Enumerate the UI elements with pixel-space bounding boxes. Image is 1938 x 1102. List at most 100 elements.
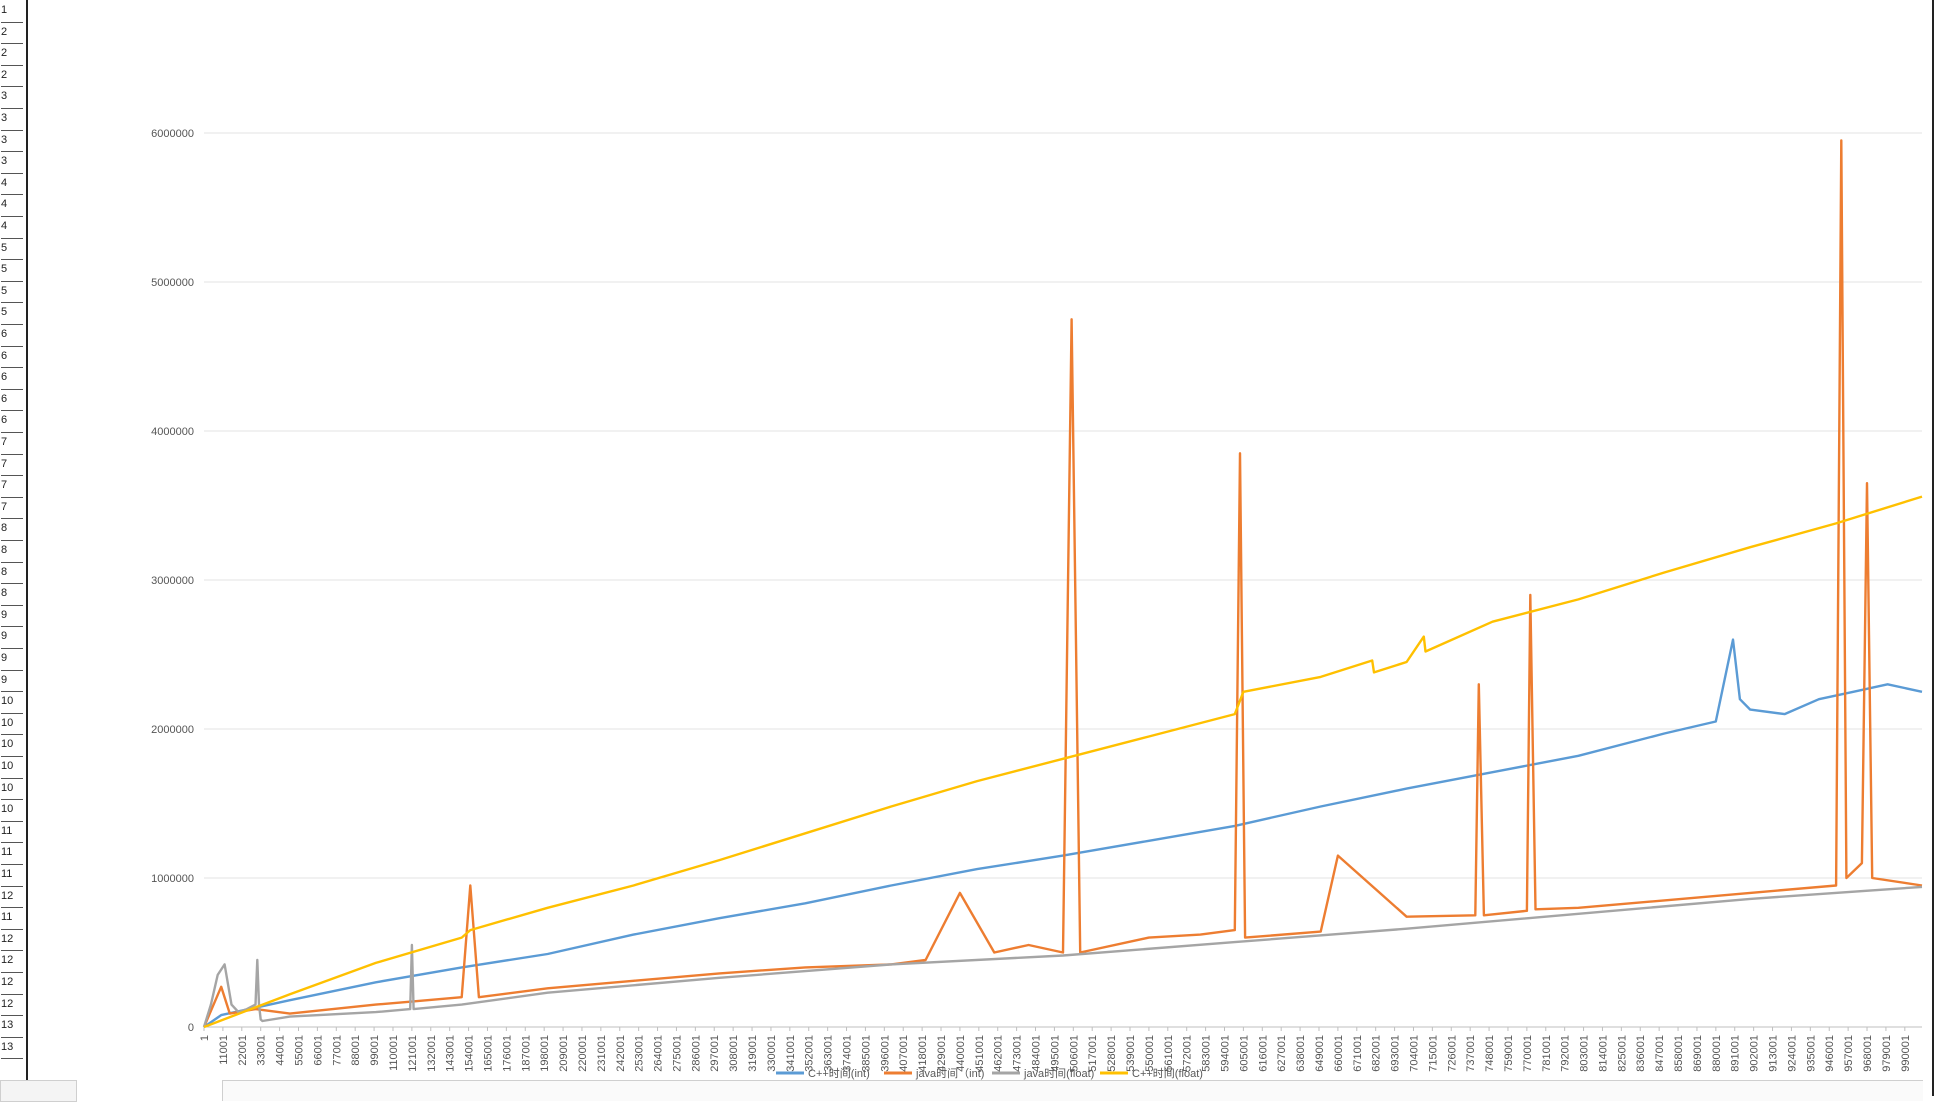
grid-lines bbox=[204, 132, 1922, 1028]
x-tick-label: 176001 bbox=[501, 1035, 513, 1072]
row-label: 9 bbox=[1, 670, 23, 693]
x-tick-label: 385001 bbox=[860, 1035, 872, 1072]
x-tick-label: 836001 bbox=[1635, 1035, 1647, 1072]
x-tick-label: 495001 bbox=[1049, 1035, 1061, 1072]
x-tick-label: 528001 bbox=[1106, 1035, 1118, 1072]
x-tick-label: 341001 bbox=[785, 1035, 797, 1072]
row-label: 2 bbox=[1, 22, 23, 45]
x-tick-label: 352001 bbox=[804, 1035, 816, 1072]
x-tick-label: 363001 bbox=[823, 1035, 835, 1072]
x-tick-label: 297001 bbox=[709, 1035, 721, 1072]
x-tick-label: 671001 bbox=[1352, 1035, 1364, 1072]
x-tick-label: 33001 bbox=[256, 1035, 268, 1066]
x-tick-label: 924001 bbox=[1786, 1035, 1798, 1072]
x-tick-label: 220001 bbox=[577, 1035, 589, 1072]
x-tick-label: 11001 bbox=[218, 1035, 230, 1065]
row-label: 11 bbox=[1, 907, 23, 930]
y-tick-label: 4000000 bbox=[151, 426, 194, 438]
y-axis-tick-labels: 0 1000000 2000000 3000000 4000000 5000000 6000… bbox=[151, 128, 194, 1034]
row-label: 2 bbox=[1, 43, 23, 66]
x-tick-label: 550001 bbox=[1144, 1035, 1156, 1072]
x-tick-label: 649001 bbox=[1314, 1035, 1326, 1072]
legend-label: C++时间(float) bbox=[1132, 1067, 1203, 1080]
x-tick-label: 231001 bbox=[596, 1035, 608, 1072]
row-label: 5 bbox=[1, 238, 23, 261]
x-tick-label: 814001 bbox=[1597, 1035, 1609, 1072]
row-label: 1 bbox=[1, 0, 23, 23]
row-label: 4 bbox=[1, 194, 23, 217]
x-tick-label: 869001 bbox=[1692, 1035, 1704, 1072]
row-label: 10 bbox=[1, 778, 23, 801]
x-tick-label: 825001 bbox=[1616, 1035, 1628, 1072]
x-tick-label: 396001 bbox=[879, 1035, 891, 1072]
sheet-tab[interactable] bbox=[0, 1080, 77, 1102]
row-label: 8 bbox=[1, 540, 23, 563]
x-tick-label: 264001 bbox=[653, 1035, 665, 1072]
row-label: 12 bbox=[1, 886, 23, 909]
x-tick-label: 99001 bbox=[369, 1035, 381, 1066]
x-tick-label: 539001 bbox=[1125, 1035, 1137, 1072]
x-tick-label: 858001 bbox=[1673, 1035, 1685, 1072]
row-label: 3 bbox=[1, 130, 23, 153]
row-label: 5 bbox=[1, 302, 23, 325]
x-tick-label: 242001 bbox=[615, 1035, 627, 1072]
row-label: 6 bbox=[1, 367, 23, 390]
x-tick-label: 154001 bbox=[464, 1035, 476, 1072]
row-label: 12 bbox=[1, 972, 23, 995]
row-label: 10 bbox=[1, 691, 23, 714]
row-label: 7 bbox=[1, 497, 23, 520]
legend-label: C++时间(int) bbox=[808, 1067, 870, 1080]
x-tick-label: 143001 bbox=[445, 1035, 457, 1072]
x-tick-label: 737001 bbox=[1465, 1035, 1477, 1072]
sheet-border bbox=[1932, 0, 1934, 1096]
x-tick-label: 1 bbox=[199, 1035, 211, 1041]
row-label: 12 bbox=[1, 929, 23, 952]
x-tick-label: 880001 bbox=[1711, 1035, 1723, 1072]
x-tick-label: 253001 bbox=[634, 1035, 646, 1072]
x-tick-label: 693001 bbox=[1390, 1035, 1402, 1072]
x-tick-label: 561001 bbox=[1163, 1035, 1175, 1072]
row-label: 6 bbox=[1, 389, 23, 412]
x-tick-label: 110001 bbox=[388, 1035, 400, 1071]
x-tick-label: 77001 bbox=[331, 1035, 343, 1066]
x-tick-label: 902001 bbox=[1749, 1035, 1761, 1072]
series-lines bbox=[202, 139, 1923, 1029]
row-label: 11 bbox=[1, 842, 23, 865]
series-line-0 bbox=[203, 638, 1923, 1028]
x-tick-label: 121001 bbox=[407, 1035, 419, 1072]
x-tick-label: 55001 bbox=[293, 1035, 305, 1066]
x-tick-label: 484001 bbox=[1031, 1035, 1043, 1072]
x-tick-label: 209001 bbox=[558, 1035, 570, 1072]
x-tick-label: 66001 bbox=[312, 1035, 324, 1066]
row-label: 9 bbox=[1, 626, 23, 649]
x-tick-label: 429001 bbox=[936, 1035, 948, 1072]
row-label: 12 bbox=[1, 950, 23, 973]
row-label: 3 bbox=[1, 86, 23, 109]
x-tick-label: 682001 bbox=[1371, 1035, 1383, 1072]
horizontal-scrollbar[interactable] bbox=[222, 1080, 1923, 1101]
row-label: 8 bbox=[1, 518, 23, 541]
row-label: 7 bbox=[1, 454, 23, 477]
row-label: 7 bbox=[1, 475, 23, 498]
x-tick-label: 44001 bbox=[275, 1035, 287, 1066]
x-tick-label: 308001 bbox=[728, 1035, 740, 1072]
x-tick-label: 660001 bbox=[1333, 1035, 1345, 1072]
x-tick-label: 891001 bbox=[1730, 1035, 1742, 1072]
x-tick-label: 374001 bbox=[842, 1035, 854, 1072]
legend-label: java时间(float) bbox=[1023, 1067, 1094, 1080]
x-tick-label: 440001 bbox=[955, 1035, 967, 1072]
row-label: 8 bbox=[1, 583, 23, 606]
row-label: 8 bbox=[1, 562, 23, 585]
x-tick-label: 770001 bbox=[1522, 1035, 1534, 1072]
row-label: 11 bbox=[1, 821, 23, 844]
row-label: 13 bbox=[1, 1037, 23, 1060]
x-tick-label: 935001 bbox=[1805, 1035, 1817, 1072]
row-header-column: 1 2 2 2 3 3 3 3 4 4 4 5 5 5 5 6 6 6 6 6 7 7 7 7 8 8 8 8 9 9 9 9 10 10 10 10… bbox=[0, 0, 28, 1096]
row-label: 9 bbox=[1, 605, 23, 628]
x-tick-label: 517001 bbox=[1087, 1035, 1099, 1072]
row-label: 10 bbox=[1, 799, 23, 822]
row-label: 9 bbox=[1, 648, 23, 671]
row-label: 10 bbox=[1, 713, 23, 736]
x-tick-label: 22001 bbox=[237, 1035, 249, 1066]
row-label: 2 bbox=[1, 65, 23, 88]
